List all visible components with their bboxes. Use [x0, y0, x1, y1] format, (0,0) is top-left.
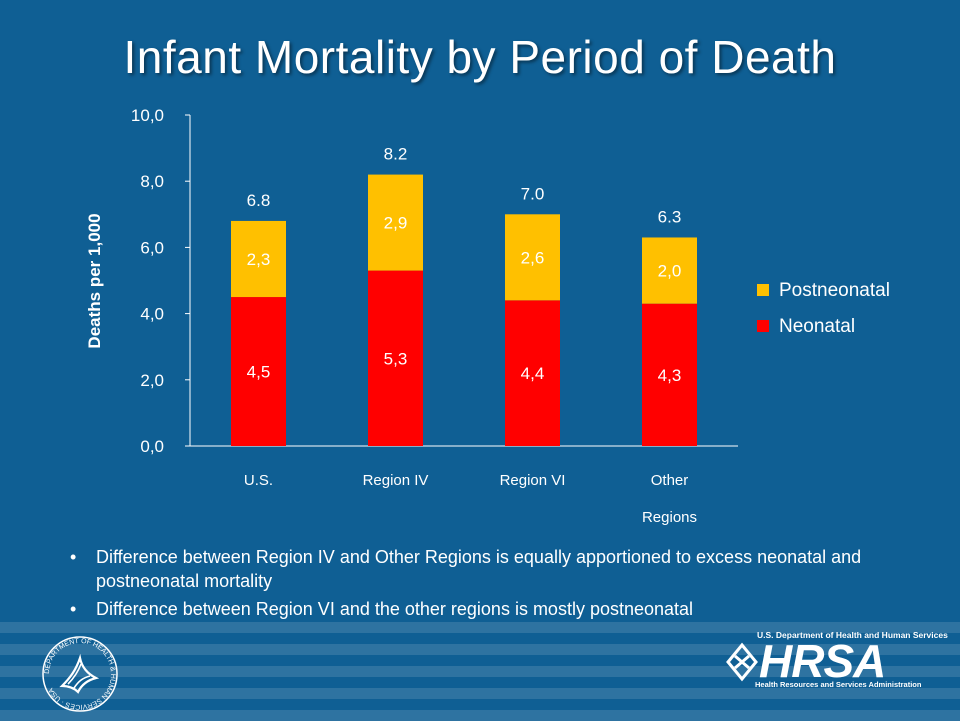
seal-text: DEPARTMENT OF HEALTH & HUMAN SERVICES · …	[44, 638, 116, 710]
bar-segment-postneonatal	[368, 174, 423, 271]
bar-segment-neonatal	[505, 300, 560, 446]
x-tick-label: Region IV	[363, 472, 429, 489]
bar-segment-postneonatal	[642, 237, 697, 304]
bar-segment-neonatal	[642, 303, 697, 446]
bar-segment-neonatal	[231, 297, 286, 446]
hrsa-diamond-logo-icon	[726, 642, 758, 682]
bar-total-label: 6.3	[658, 207, 682, 226]
hrsa-subtitle: Health Resources and Services Administra…	[755, 680, 922, 689]
x-tick-label: Regions	[642, 509, 697, 526]
bar-total-label: 7.0	[521, 184, 545, 203]
bullet-item: Difference between Region VI and the oth…	[62, 597, 902, 621]
data-label-postneonatal: 2,3	[247, 250, 271, 269]
data-label-postneonatal: 2,6	[521, 248, 545, 267]
hrsa-department-text: U.S. Department of Health and Human Serv…	[757, 630, 948, 640]
hrsa-logo: U.S. Department of Health and Human Serv…	[725, 630, 948, 690]
bar-segment-neonatal	[368, 270, 423, 446]
bar-total-label: 6.8	[247, 191, 271, 210]
bar-segment-postneonatal	[505, 214, 560, 301]
legend-swatch-postneonatal	[757, 284, 769, 296]
data-label-neonatal: 4,5	[247, 363, 271, 382]
data-label-neonatal: 4,3	[658, 366, 682, 385]
y-tick-label: 8,0	[140, 172, 164, 191]
y-tick-label: 0,0	[140, 437, 164, 456]
stacked-bar-chart: 0,0 2,0 4,0 6,0 8,0 10,0 Deaths per 1,000 4,5 2,…	[85, 106, 890, 526]
bar-segment-postneonatal	[231, 220, 286, 298]
x-tick-label: Other	[651, 472, 689, 489]
x-tick-label: U.S.	[244, 472, 273, 489]
bullet-list: Difference between Region IV and Other R…	[62, 545, 902, 625]
legend-label-postneonatal: Postneonatal	[779, 280, 890, 301]
bar-total-label: 8.2	[384, 145, 408, 164]
hrsa-wordmark: HRSA	[759, 635, 886, 687]
legend-swatch-neonatal	[757, 320, 769, 332]
y-tick-label: 10,0	[131, 106, 164, 125]
data-label-postneonatal: 2,9	[384, 214, 408, 233]
y-tick-label: 2,0	[140, 371, 164, 390]
slide-title: Infant Mortality by Period of Death	[123, 31, 837, 83]
x-tick-label: Region VI	[500, 472, 566, 489]
data-label-neonatal: 5,3	[384, 349, 408, 368]
y-tick-label: 4,0	[140, 305, 164, 324]
svg-text:DEPARTMENT OF HEALTH & HUMAN S: DEPARTMENT OF HEALTH & HUMAN SERVICES · …	[44, 638, 116, 710]
bullet-item: Difference between Region IV and Other R…	[62, 545, 902, 593]
y-tick-label: 6,0	[140, 238, 164, 257]
legend-label-neonatal: Neonatal	[779, 316, 855, 337]
y-axis-label: Deaths per 1,000	[85, 213, 104, 348]
data-label-postneonatal: 2,0	[658, 262, 682, 281]
data-label-neonatal: 4,4	[521, 364, 545, 383]
hhs-seal-icon: DEPARTMENT OF HEALTH & HUMAN SERVICES · …	[42, 636, 118, 712]
footer-stripes	[0, 622, 960, 721]
